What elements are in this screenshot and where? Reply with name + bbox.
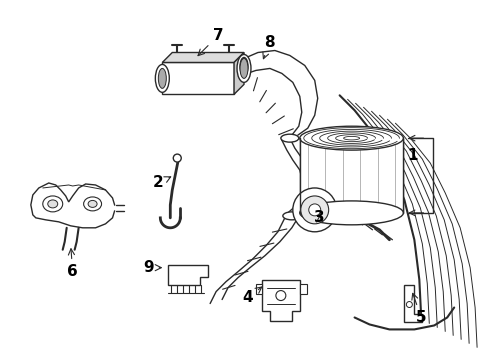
Text: 2: 2: [153, 175, 171, 190]
Ellipse shape: [155, 64, 169, 92]
Ellipse shape: [283, 212, 301, 220]
Polygon shape: [162, 62, 234, 94]
Polygon shape: [234, 53, 244, 94]
Polygon shape: [262, 280, 300, 321]
Ellipse shape: [84, 197, 101, 211]
Circle shape: [309, 204, 321, 216]
Ellipse shape: [240, 58, 248, 78]
Text: 4: 4: [243, 287, 262, 305]
Ellipse shape: [237, 54, 251, 82]
Polygon shape: [168, 265, 208, 285]
Ellipse shape: [43, 196, 63, 212]
Text: 9: 9: [143, 260, 161, 275]
Text: 8: 8: [263, 35, 275, 59]
Polygon shape: [31, 183, 116, 228]
Text: 5: 5: [412, 293, 427, 325]
Polygon shape: [300, 138, 403, 213]
Polygon shape: [300, 284, 307, 293]
Text: 6: 6: [67, 249, 78, 279]
Polygon shape: [404, 285, 422, 323]
Circle shape: [173, 154, 181, 162]
Polygon shape: [162, 53, 244, 62]
Ellipse shape: [240, 58, 248, 75]
Ellipse shape: [300, 126, 403, 150]
Circle shape: [301, 196, 329, 224]
Ellipse shape: [48, 200, 58, 208]
Circle shape: [406, 302, 413, 307]
Ellipse shape: [158, 68, 166, 88]
Circle shape: [276, 291, 286, 301]
Polygon shape: [256, 284, 262, 293]
Text: 1: 1: [407, 148, 418, 163]
Text: 7: 7: [198, 28, 223, 56]
Text: 3: 3: [315, 210, 325, 225]
Ellipse shape: [88, 201, 97, 207]
Ellipse shape: [281, 134, 299, 142]
Circle shape: [293, 188, 337, 232]
Ellipse shape: [300, 201, 403, 225]
